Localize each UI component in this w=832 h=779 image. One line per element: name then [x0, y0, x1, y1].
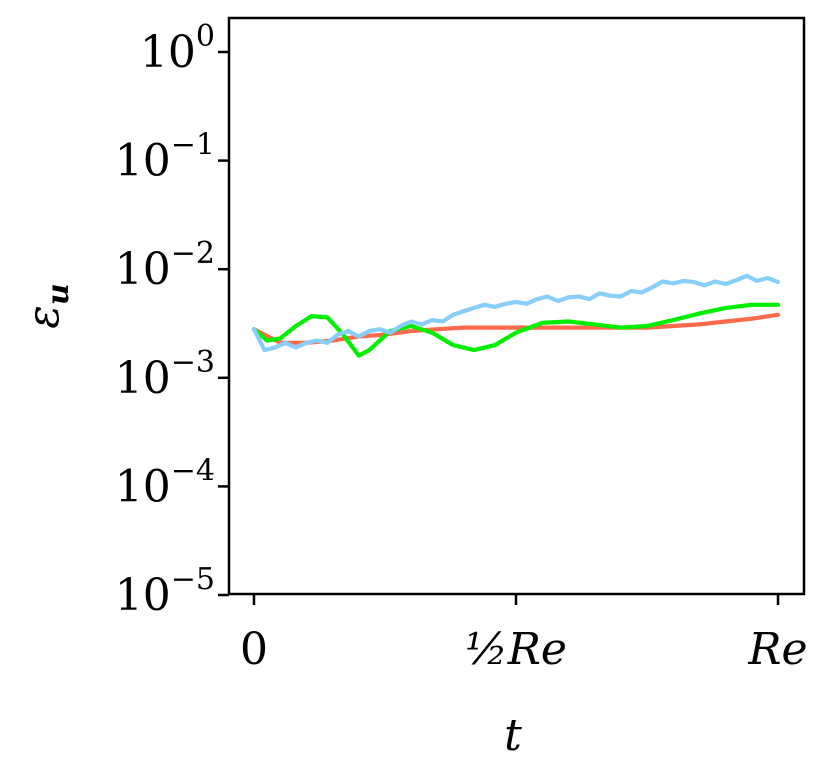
plot-frame: [227, 16, 806, 596]
y-axis-label: εu: [18, 283, 76, 328]
y-tick-label-0: 100: [140, 19, 215, 78]
y-tick-label-4: 10−4: [115, 453, 215, 512]
series-line-2: [251, 302, 781, 358]
y-tick-exp-2: −2: [171, 236, 215, 271]
y-tick-base-0: 10: [140, 27, 196, 78]
x-tick-label-2: Re: [747, 624, 807, 675]
y-tick-exp-4: −4: [171, 453, 215, 488]
series-layer: [251, 273, 781, 358]
x-tick-label-1: ½Re: [465, 624, 567, 675]
y-tick-exp-1: −1: [171, 128, 215, 163]
y-tick-base-2: 10: [115, 244, 171, 295]
y-tick-exp-3: −3: [171, 345, 215, 380]
y-tick-label-5: 10−5: [115, 562, 215, 621]
y-tick-base-5: 10: [115, 570, 171, 621]
x-axis-label: t: [504, 710, 522, 761]
y-tick-label-3: 10−3: [115, 345, 215, 404]
series-line-1: [251, 312, 781, 345]
y-tick-exp-5: −5: [171, 562, 215, 597]
y-tick-base-3: 10: [115, 353, 171, 404]
y-tick-label-1: 10−1: [115, 128, 215, 187]
y-axis-label-sub: u: [41, 283, 76, 305]
y-tick-base-1: 10: [115, 136, 171, 187]
series-line-3: [251, 273, 781, 353]
y-tick-exp-0: 0: [196, 19, 215, 54]
y-tick-base-4: 10: [115, 461, 171, 512]
y-tick-label-2: 10−2: [115, 236, 215, 295]
y-axis-label-main: ε: [18, 305, 69, 329]
x-tick-label-0: 0: [240, 624, 268, 675]
